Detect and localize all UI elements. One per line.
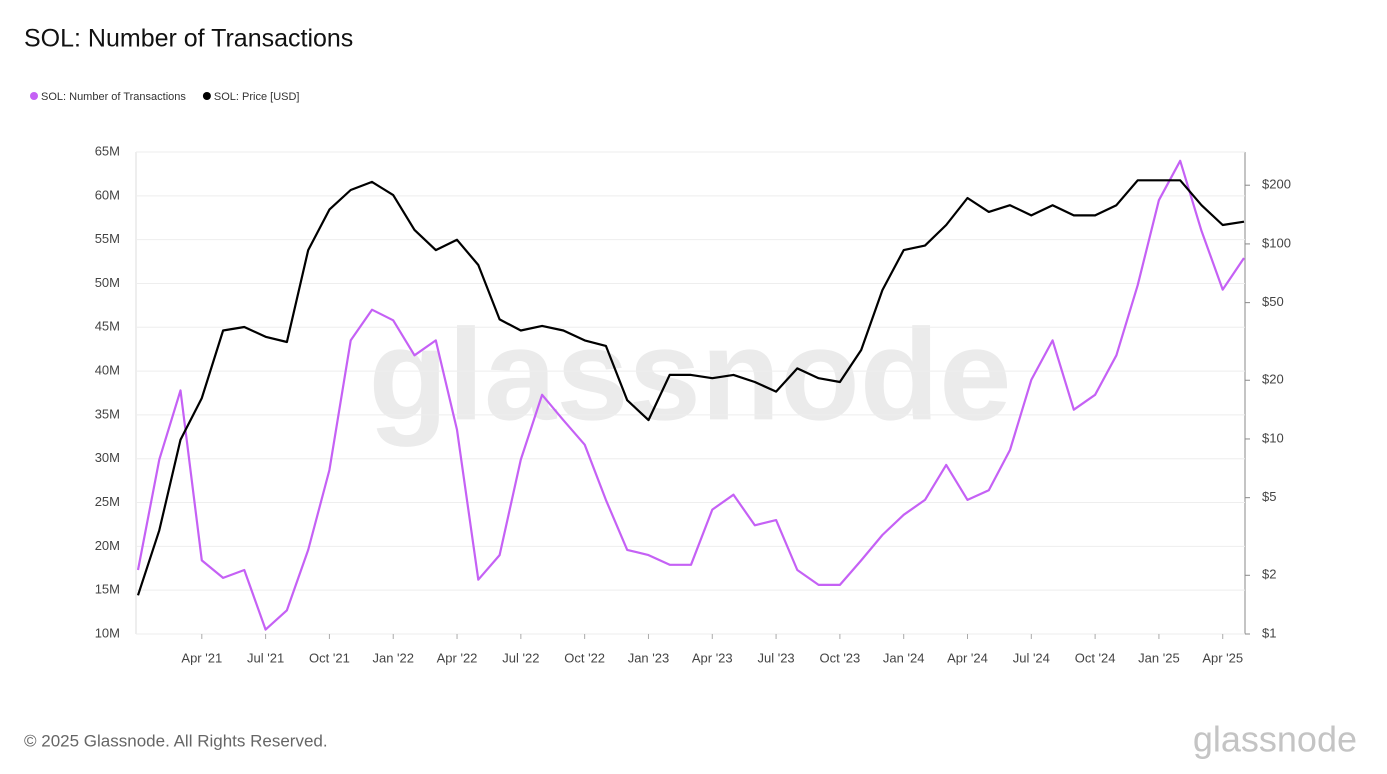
- x-tick-label: Apr '22: [437, 650, 478, 665]
- y-tick-label: 30M: [95, 450, 120, 465]
- x-tick-label: Jan '25: [1138, 650, 1180, 665]
- legend-label: SOL: Price [USD]: [214, 91, 300, 103]
- y2-tick-label: $5: [1262, 489, 1276, 504]
- y-tick-label: 25M: [95, 494, 120, 509]
- x-tick-label: Jan '24: [883, 650, 925, 665]
- y-tick-label: 45M: [95, 319, 120, 334]
- y2-tick-label: $20: [1262, 372, 1284, 387]
- x-tick-label: Jul '21: [247, 650, 284, 665]
- x-tick-label: Jul '22: [502, 650, 539, 665]
- x-tick-label: Oct '24: [1075, 650, 1116, 665]
- y-tick-label: 60M: [95, 187, 120, 202]
- y-tick-label: 10M: [95, 625, 120, 640]
- y2-tick-label: $10: [1262, 430, 1284, 445]
- legend-label: SOL: Number of Transactions: [41, 91, 186, 103]
- y2-tick-label: $2: [1262, 567, 1276, 582]
- y-tick-label: 55M: [95, 231, 120, 246]
- y-tick-label: 65M: [95, 143, 120, 158]
- y-tick-label: 20M: [95, 538, 120, 553]
- x-tick-label: Apr '21: [181, 650, 222, 665]
- y2-tick-label: $1: [1262, 625, 1276, 640]
- x-tick-label: Jan '22: [372, 650, 414, 665]
- y2-tick-label: $50: [1262, 294, 1284, 309]
- x-tick-label: Oct '23: [819, 650, 860, 665]
- x-tick-label: Oct '22: [564, 650, 605, 665]
- y2-tick-label: $100: [1262, 235, 1291, 250]
- x-tick-label: Jul '23: [757, 650, 794, 665]
- footer: © 2025 Glassnode. All Rights Reserved.: [24, 731, 328, 750]
- y2-tick-label: $200: [1262, 177, 1291, 192]
- legend-marker: [30, 92, 38, 100]
- x-tick-label: Oct '21: [309, 650, 350, 665]
- x-tick-label: Apr '23: [692, 650, 733, 665]
- x-tick-label: Jul '24: [1013, 650, 1050, 665]
- legend-marker: [202, 92, 211, 100]
- y-tick-label: 35M: [95, 406, 120, 421]
- series-line: [136, 159, 1245, 631]
- series-line: [136, 179, 1245, 596]
- y-tick-label: 50M: [95, 275, 120, 290]
- x-tick-label: Jan '23: [628, 650, 670, 665]
- logo: glassnode: [1193, 719, 1357, 760]
- x-tick-label: Apr '24: [947, 650, 988, 665]
- y-tick-label: 15M: [95, 582, 120, 597]
- chart-title: SOL: Number of Transactions: [24, 25, 353, 53]
- x-tick-label: Apr '25: [1202, 650, 1243, 665]
- y-tick-label: 40M: [95, 363, 120, 378]
